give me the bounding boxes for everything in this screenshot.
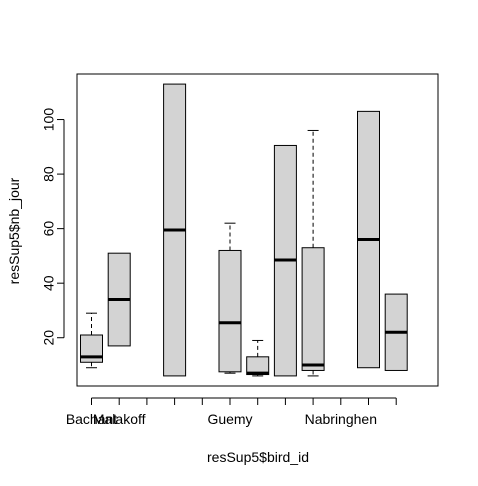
y-tick-label: 40 (41, 275, 57, 291)
x-tick-label: Bachant (66, 411, 117, 427)
box-iqr (301, 247, 325, 371)
y-tick-label: 20 (41, 330, 57, 346)
x-tick-label: Nabringhen (305, 411, 377, 427)
y-tick-label: 80 (41, 166, 57, 182)
y-axis-title: resSup5$nb_jour (6, 177, 22, 284)
plot-frame (76, 73, 439, 387)
x-tick-label: Malakoff (93, 411, 146, 427)
y-tick-label: 60 (41, 221, 57, 237)
y-tick-label: 100 (41, 108, 57, 132)
x-axis-title: resSup5$bird_id (207, 449, 309, 465)
box-iqr (218, 249, 242, 373)
x-tick-label: Guemy (207, 411, 252, 427)
